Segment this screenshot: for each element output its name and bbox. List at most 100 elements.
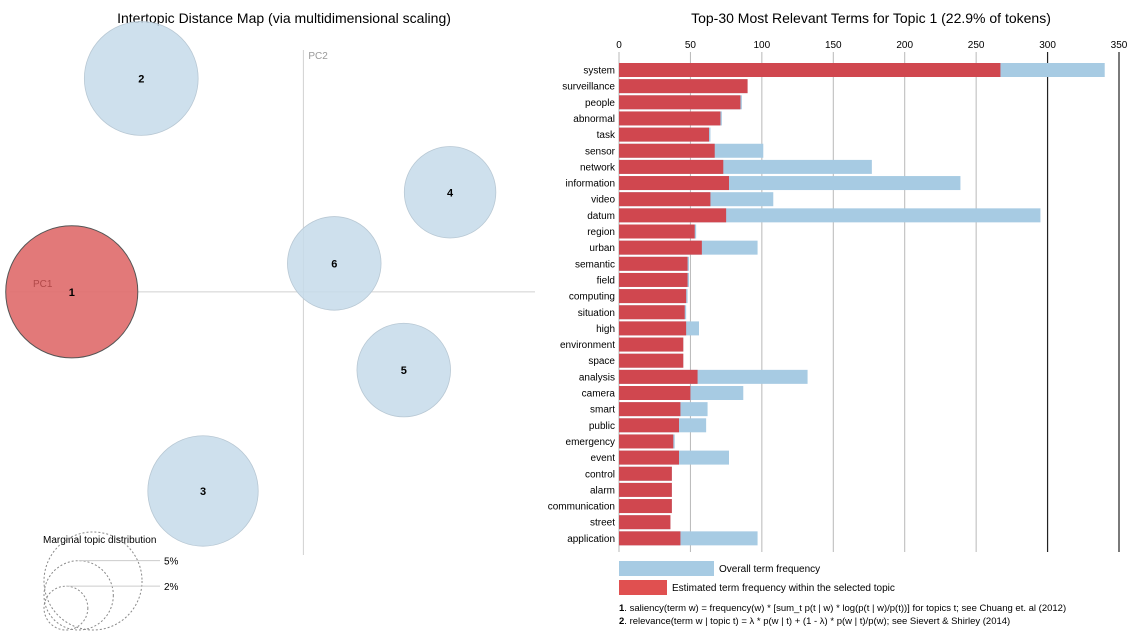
pc1-axis-label: PC1 <box>33 279 53 290</box>
term-label-situation[interactable]: situation <box>578 308 615 319</box>
term-label-smart[interactable]: smart <box>590 405 615 416</box>
topic-bar-abnormal[interactable] <box>619 111 721 126</box>
saliency-footnote: 1. saliency(term w) = frequency(w) * [su… <box>619 603 1066 614</box>
term-label-task[interactable]: task <box>597 130 616 141</box>
topic-circle-3[interactable] <box>147 435 259 547</box>
x-tick-label-50: 50 <box>685 40 697 51</box>
term-label-computing[interactable]: computing <box>569 292 615 303</box>
legend-title: Marginal topic distribution <box>43 535 156 546</box>
term-label-network[interactable]: network <box>580 162 616 173</box>
topic-bar-datum[interactable] <box>619 208 727 223</box>
x-tick-label-200: 200 <box>896 40 913 51</box>
topic-bar-field[interactable] <box>619 272 688 287</box>
topic-circle-2[interactable] <box>83 21 199 136</box>
term-label-video[interactable]: video <box>591 195 615 206</box>
topic-circle-4[interactable] <box>403 146 497 239</box>
topic-bar-smart[interactable] <box>619 402 681 417</box>
term-label-environment[interactable]: environment <box>560 340 615 351</box>
topic-label-5: 5 <box>401 365 407 377</box>
legend-swatch-overall <box>619 561 714 576</box>
term-label-event[interactable]: event <box>591 453 616 464</box>
topic-bar-sensor[interactable] <box>619 143 715 158</box>
topic-label-3: 3 <box>200 486 206 498</box>
topic-bar-region[interactable] <box>619 224 695 239</box>
legend-swatch-topic <box>619 580 667 595</box>
topic-bar-network[interactable] <box>619 159 724 174</box>
x-tick-label-0: 0 <box>616 40 622 51</box>
topic-bar-task[interactable] <box>619 127 709 142</box>
pc2-axis-label: PC2 <box>308 51 328 62</box>
topic-bar-application[interactable] <box>619 531 681 546</box>
term-label-street[interactable]: street <box>590 518 615 529</box>
topic-circle-1[interactable] <box>5 225 139 359</box>
term-label-alarm[interactable]: alarm <box>590 485 615 496</box>
topic-label-1: 1 <box>69 287 75 299</box>
topic-bar-street[interactable] <box>619 515 671 530</box>
topic-bar-analysis[interactable] <box>619 369 698 384</box>
term-label-semantic[interactable]: semantic <box>575 259 615 270</box>
topic-circle-6[interactable] <box>287 216 382 311</box>
topic-bar-system[interactable] <box>619 63 1001 77</box>
term-label-public[interactable]: public <box>589 421 615 432</box>
term-label-region[interactable]: region <box>587 227 615 238</box>
term-label-field[interactable]: field <box>597 275 615 286</box>
topic-bar-video[interactable] <box>619 192 711 207</box>
term-label-people[interactable]: people <box>585 98 615 109</box>
x-tick-label-350: 350 <box>1111 40 1128 51</box>
term-label-urban[interactable]: urban <box>589 243 615 254</box>
legend-label-1: 2% <box>164 582 179 593</box>
topic-bar-camera[interactable] <box>619 386 691 400</box>
topic-bar-semantic[interactable] <box>619 256 688 271</box>
topic-bar-information[interactable] <box>619 176 729 191</box>
x-tick-label-150: 150 <box>825 40 842 51</box>
topic-bar-alarm[interactable] <box>619 482 672 497</box>
relevance-footnote: 2. relevance(term w | topic t) = λ * p(w… <box>619 616 1010 627</box>
term-label-space[interactable]: space <box>588 356 615 367</box>
term-bar-chart: Top-30 Most Relevant Terms for Topic 1 (… <box>548 10 1128 595</box>
topic-bar-public[interactable] <box>619 418 679 433</box>
term-label-datum[interactable]: datum <box>587 211 615 222</box>
legend-circle-2 <box>43 560 114 631</box>
legend-label-topic: Estimated term frequency within the sele… <box>672 583 895 594</box>
term-label-application[interactable]: application <box>567 534 615 545</box>
term-label-communication[interactable]: communication <box>548 502 615 513</box>
legend-circle-1 <box>43 585 89 631</box>
topic-bar-computing[interactable] <box>619 289 687 304</box>
term-label-camera[interactable]: camera <box>582 389 616 400</box>
term-label-control[interactable]: control <box>585 469 615 480</box>
legend-label-2: 5% <box>164 557 179 568</box>
term-label-emergency[interactable]: emergency <box>566 437 615 448</box>
map-title: Intertopic Distance Map (via multidimens… <box>117 10 451 26</box>
topic-bar-high[interactable] <box>619 321 687 336</box>
topic-bar-control[interactable] <box>619 466 672 481</box>
term-label-analysis[interactable]: analysis <box>579 372 615 383</box>
topic-bar-situation[interactable] <box>619 305 685 320</box>
topic-label-2: 2 <box>138 73 144 85</box>
saliency-footnote-num: 1 <box>619 603 625 614</box>
term-label-surveillance[interactable]: surveillance <box>562 82 615 93</box>
topic-bar-surveillance[interactable] <box>619 79 748 94</box>
topic-bar-environment[interactable] <box>619 337 684 352</box>
legend-circle-3 <box>43 531 143 631</box>
intertopic-distance-map: Intertopic Distance Map (via multidimens… <box>5 10 535 631</box>
topic-bar-event[interactable] <box>619 450 679 465</box>
term-label-sensor[interactable]: sensor <box>585 146 616 157</box>
relevance-footnote-num: 2 <box>619 616 625 627</box>
term-label-information[interactable]: information <box>566 179 615 190</box>
topic-label-4: 4 <box>447 187 454 199</box>
topic-bar-urban[interactable] <box>619 240 702 255</box>
relevance-footnote-text: . relevance(term w | topic t) = λ * p(w … <box>624 616 1011 627</box>
topic-bar-communication[interactable] <box>619 499 672 514</box>
x-tick-label-100: 100 <box>754 40 771 51</box>
term-label-system[interactable]: system <box>583 66 615 77</box>
x-tick-label-300: 300 <box>1039 40 1056 51</box>
legend-label-overall: Overall term frequency <box>719 564 820 575</box>
topic-circle-5[interactable] <box>356 322 451 418</box>
topic-label-6: 6 <box>331 258 337 270</box>
topic-bar-space[interactable] <box>619 353 684 368</box>
term-label-abnormal[interactable]: abnormal <box>573 114 615 125</box>
term-label-high[interactable]: high <box>596 324 615 335</box>
bar-chart-title: Top-30 Most Relevant Terms for Topic 1 (… <box>691 10 1051 26</box>
topic-bar-emergency[interactable] <box>619 434 674 449</box>
topic-bar-people[interactable] <box>619 95 741 110</box>
